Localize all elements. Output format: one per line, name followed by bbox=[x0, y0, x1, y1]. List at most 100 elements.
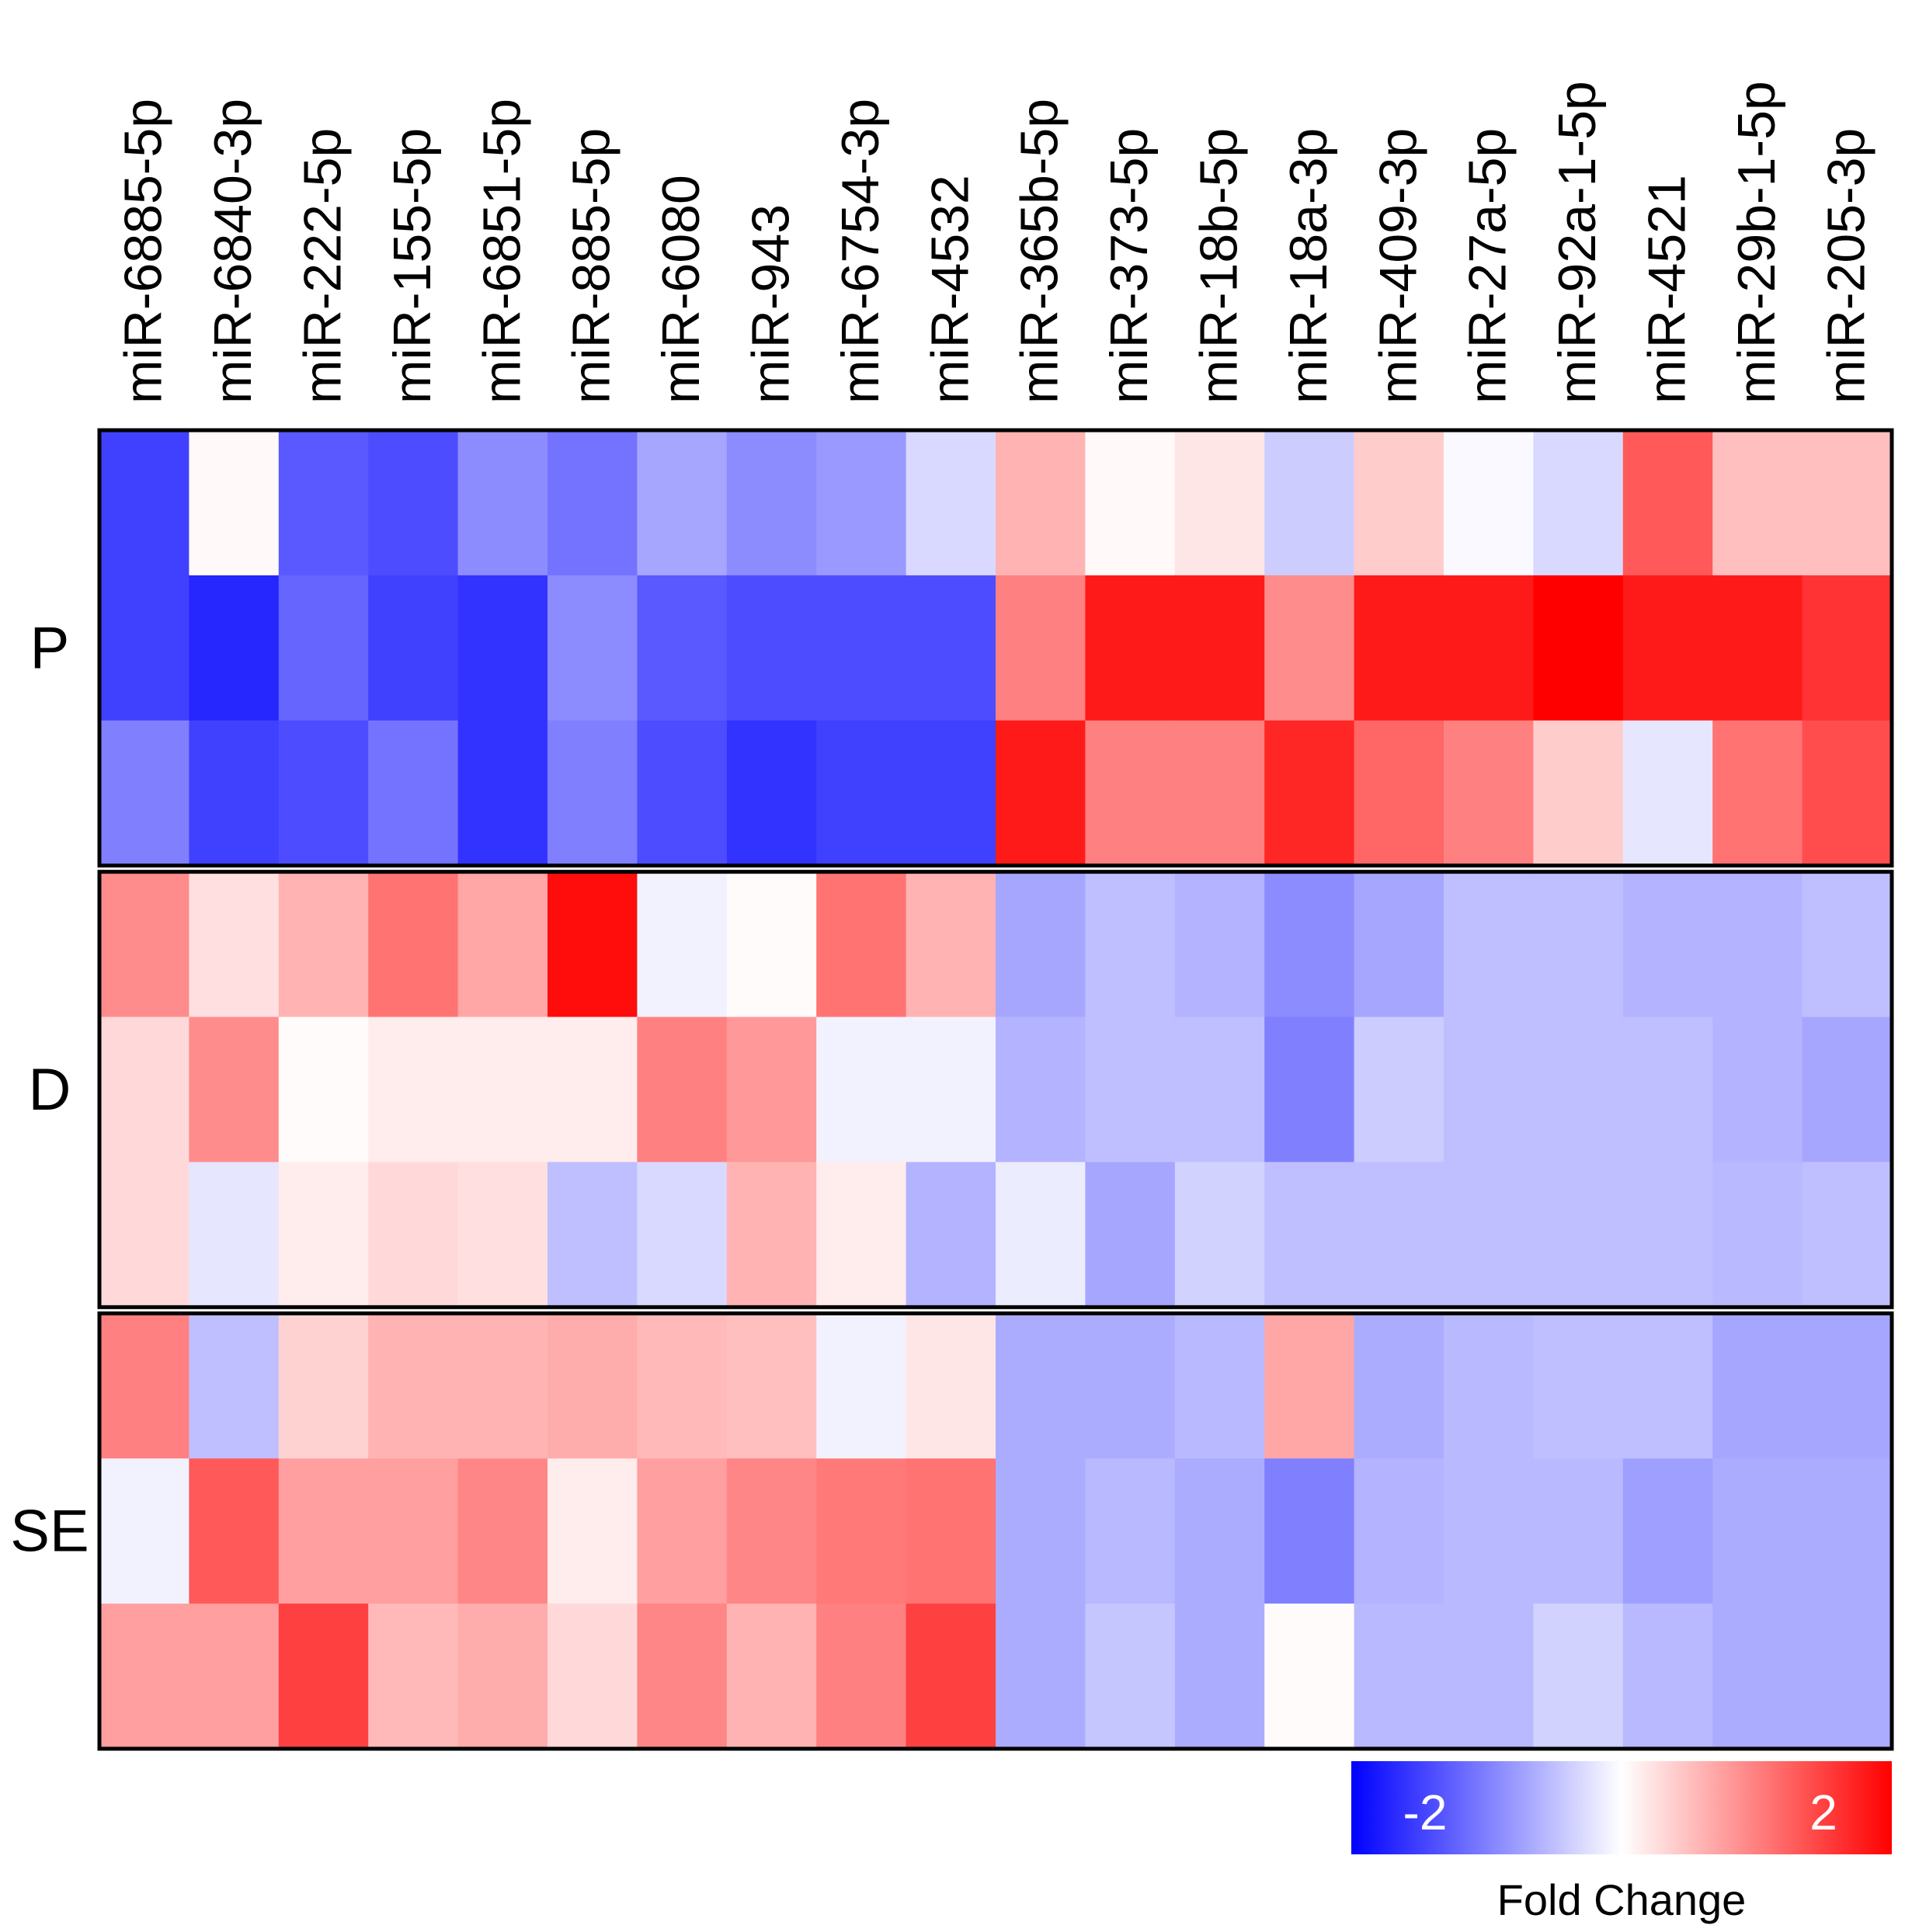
heatmap-cell bbox=[637, 1016, 728, 1163]
heatmap-cell bbox=[1085, 871, 1176, 1018]
heatmap-cell bbox=[1533, 1162, 1624, 1308]
heatmap-cell bbox=[1802, 871, 1893, 1018]
heatmap-cell bbox=[1622, 1458, 1713, 1604]
heatmap-cell bbox=[457, 430, 548, 576]
heatmap-cell bbox=[1622, 430, 1713, 576]
heatmap-cell bbox=[1354, 1604, 1444, 1750]
heatmap-cell bbox=[1354, 1313, 1444, 1459]
heatmap-cell bbox=[1174, 720, 1265, 867]
heatmap-cell bbox=[1444, 720, 1534, 867]
heatmap-cell bbox=[189, 1162, 280, 1308]
column-label: miR-92a-1-5p bbox=[1548, 81, 1607, 404]
heatmap-cell bbox=[99, 1458, 189, 1604]
heatmap-cells bbox=[99, 430, 1893, 1750]
heatmap-cell bbox=[548, 1604, 638, 1750]
heatmap-cell bbox=[637, 720, 728, 867]
heatmap-cell bbox=[906, 1604, 996, 1750]
heatmap-cell bbox=[1264, 1162, 1355, 1308]
heatmap-cell bbox=[99, 575, 189, 721]
heatmap-cell bbox=[726, 575, 817, 721]
heatmap-cell bbox=[906, 575, 996, 721]
heatmap-cell bbox=[996, 1162, 1086, 1308]
heatmap-cell bbox=[99, 430, 189, 576]
heatmap-cell bbox=[368, 871, 459, 1018]
heatmap-cell bbox=[1264, 1604, 1355, 1750]
heatmap-cell bbox=[996, 1016, 1086, 1163]
heatmap-cell bbox=[1174, 575, 1265, 721]
heatmap-cell bbox=[906, 1162, 996, 1308]
heatmap-cell bbox=[637, 430, 728, 576]
column-label: miR-222-5p bbox=[294, 128, 353, 404]
column-label: miR-4521 bbox=[1638, 175, 1697, 404]
group-border-p bbox=[97, 428, 1894, 868]
heatmap-cell bbox=[816, 1458, 907, 1604]
column-label: miR-365b-5p bbox=[1010, 99, 1069, 404]
column-label: miR-29b-1-5p bbox=[1727, 81, 1786, 404]
heatmap-cell bbox=[906, 1458, 996, 1604]
heatmap-cell bbox=[457, 1016, 548, 1163]
heatmap-cell bbox=[816, 1313, 907, 1459]
heatmap-cell bbox=[996, 430, 1086, 576]
heatmap-cell bbox=[278, 871, 369, 1018]
heatmap-cell bbox=[906, 1016, 996, 1163]
heatmap-cell bbox=[548, 871, 638, 1018]
heatmap-cell bbox=[1533, 720, 1624, 867]
heatmap-cell bbox=[1712, 1313, 1803, 1459]
heatmap-cell bbox=[1085, 1162, 1176, 1308]
heatmap-cell bbox=[1354, 720, 1444, 867]
column-label: miR-885-5p bbox=[562, 128, 621, 404]
heatmap-cell bbox=[996, 1604, 1086, 1750]
heatmap-cell bbox=[457, 1458, 548, 1604]
heatmap-cell bbox=[1174, 430, 1265, 576]
heatmap-cell bbox=[368, 1604, 459, 1750]
heatmap-cell bbox=[1533, 430, 1624, 576]
heatmap-cell bbox=[637, 1458, 728, 1604]
heatmap-cell bbox=[1085, 1458, 1176, 1604]
colorbar-title: Fold Change bbox=[1497, 1875, 1747, 1924]
heatmap-cell bbox=[1264, 1313, 1355, 1459]
heatmap-cell bbox=[1354, 1162, 1444, 1308]
colorbar: -2 2 Fold Change bbox=[1351, 1761, 1892, 1924]
heatmap-cell bbox=[906, 1313, 996, 1459]
column-labels: miR-6885-5p miR-6840-3p miR-222-5p miR-155-… bbox=[114, 81, 1876, 404]
heatmap-cell bbox=[368, 430, 459, 576]
heatmap-cell bbox=[1712, 1162, 1803, 1308]
heatmap-cell bbox=[1264, 1016, 1355, 1163]
heatmap-cell bbox=[1712, 430, 1803, 576]
heatmap-cell bbox=[1174, 1313, 1265, 1459]
heatmap-cell bbox=[726, 1458, 817, 1604]
heatmap-cell bbox=[1444, 1162, 1534, 1308]
heatmap-cell bbox=[99, 1313, 189, 1459]
heatmap-cell bbox=[278, 1458, 369, 1604]
heatmap-cell bbox=[996, 1313, 1086, 1459]
heatmap-cell bbox=[1354, 1458, 1444, 1604]
heatmap-cell bbox=[637, 1313, 728, 1459]
heatmap-cell bbox=[457, 1313, 548, 1459]
heatmap-cell bbox=[1354, 430, 1444, 576]
heatmap-cell bbox=[368, 1016, 459, 1163]
heatmap-cell bbox=[1622, 1016, 1713, 1163]
heatmap-cell bbox=[816, 720, 907, 867]
heatmap-cell bbox=[278, 1162, 369, 1308]
heatmap-cell bbox=[726, 720, 817, 867]
heatmap-cell bbox=[457, 1162, 548, 1308]
heatmap-cell bbox=[99, 1604, 189, 1750]
column-label: miR-27a-5p bbox=[1458, 128, 1517, 404]
heatmap-cell bbox=[1533, 1458, 1624, 1604]
column-label: miR-6754-3p bbox=[831, 99, 890, 404]
heatmap-cell bbox=[548, 720, 638, 867]
heatmap-cell bbox=[637, 1162, 728, 1308]
heatmap-cell bbox=[726, 430, 817, 576]
heatmap-cell bbox=[996, 720, 1086, 867]
heatmap-cell bbox=[816, 1604, 907, 1750]
heatmap-cell bbox=[1444, 575, 1534, 721]
heatmap-cell bbox=[1622, 1313, 1713, 1459]
heatmap-cell bbox=[1085, 1604, 1176, 1750]
heatmap-cell bbox=[1533, 871, 1624, 1018]
heatmap-cell bbox=[1533, 1313, 1624, 1459]
heatmap-cell bbox=[1622, 871, 1713, 1018]
heatmap-cell bbox=[1174, 1604, 1265, 1750]
heatmap-cell bbox=[1802, 720, 1893, 867]
heatmap-cell bbox=[816, 575, 907, 721]
